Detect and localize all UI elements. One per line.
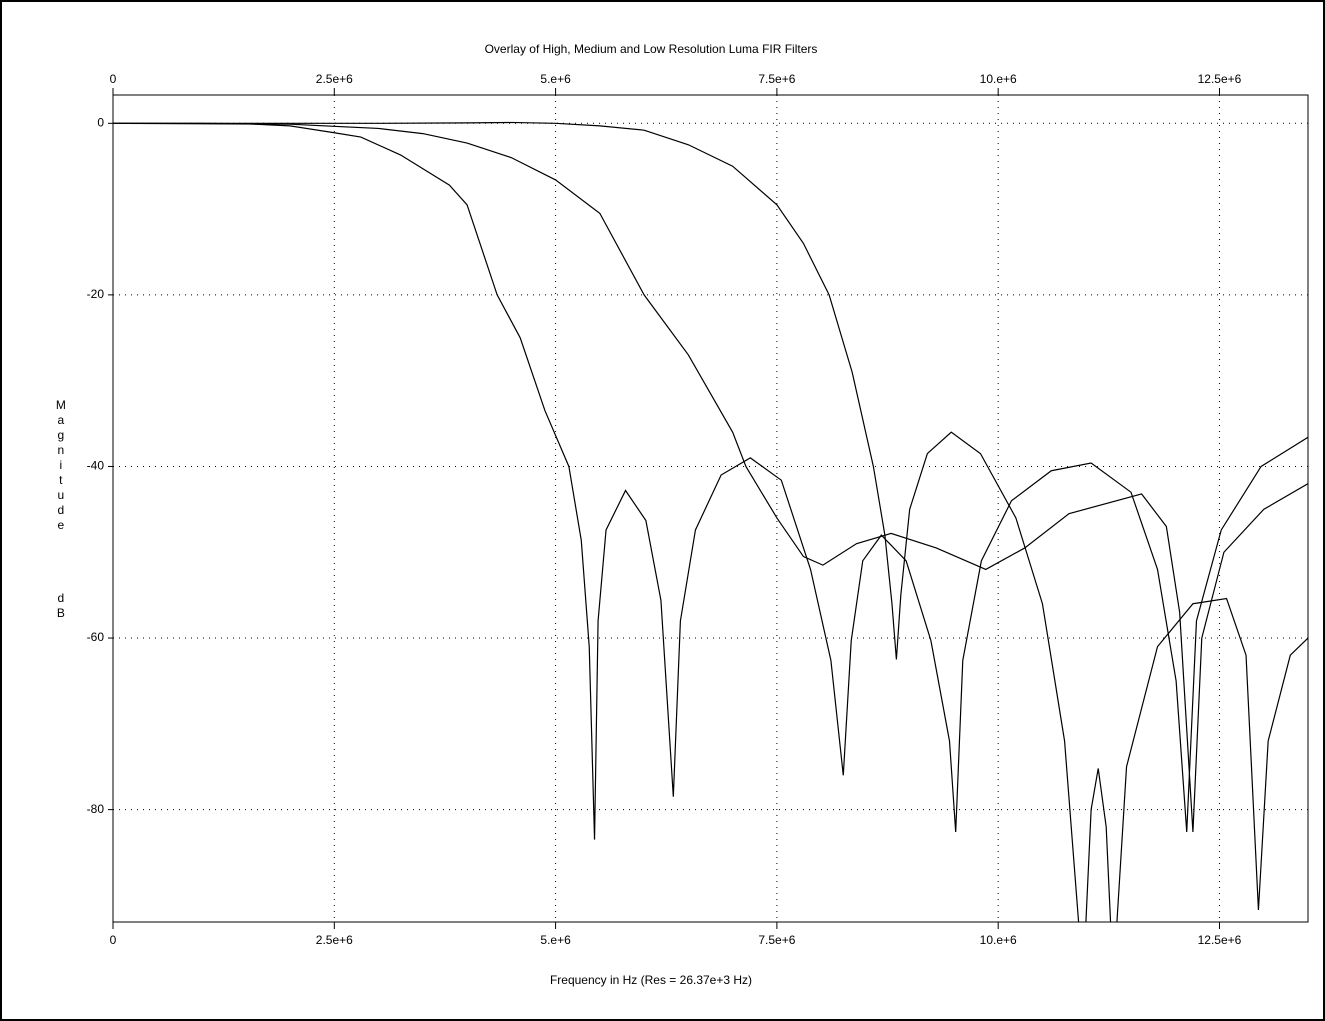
y-axis-label: Magnitude xyxy=(54,398,68,533)
chart-title: Overlay of High, Medium and Low Resoluti… xyxy=(485,42,818,56)
x-tick-label: 10.e+6 xyxy=(980,933,1017,947)
x-tick-label-top: 0 xyxy=(110,72,117,86)
x-tick-label-top: 2.5e+6 xyxy=(316,72,353,86)
y-tick-label: -40 xyxy=(87,459,105,473)
y-tick-label: -80 xyxy=(87,802,105,816)
series-group xyxy=(113,121,1308,922)
series-line xyxy=(113,122,1308,840)
x-tick-label: 5.e+6 xyxy=(540,933,571,947)
x-tick-label-top: 7.5e+6 xyxy=(758,72,795,86)
x-tick-label-top: 10.e+6 xyxy=(980,72,1017,86)
x-tick-label-top: 5.e+6 xyxy=(540,72,571,86)
series-line xyxy=(113,122,1308,832)
x-tick-label: 12.5e+6 xyxy=(1198,933,1242,947)
x-tick-label: 7.5e+6 xyxy=(758,933,795,947)
x-tick-label-top: 12.5e+6 xyxy=(1198,72,1242,86)
y-tick-label: -20 xyxy=(87,287,105,301)
series-line xyxy=(113,121,1308,922)
y-axis-label: dB xyxy=(54,591,68,621)
x-tick-label: 2.5e+6 xyxy=(316,933,353,947)
x-axis-label: Frequency in Hz (Res = 26.37e+3 Hz) xyxy=(550,973,752,987)
plot-border xyxy=(112,94,1309,923)
y-tick-label: 0 xyxy=(97,115,104,129)
x-tick-label: 0 xyxy=(110,933,117,947)
y-tick-label: -60 xyxy=(87,630,105,644)
